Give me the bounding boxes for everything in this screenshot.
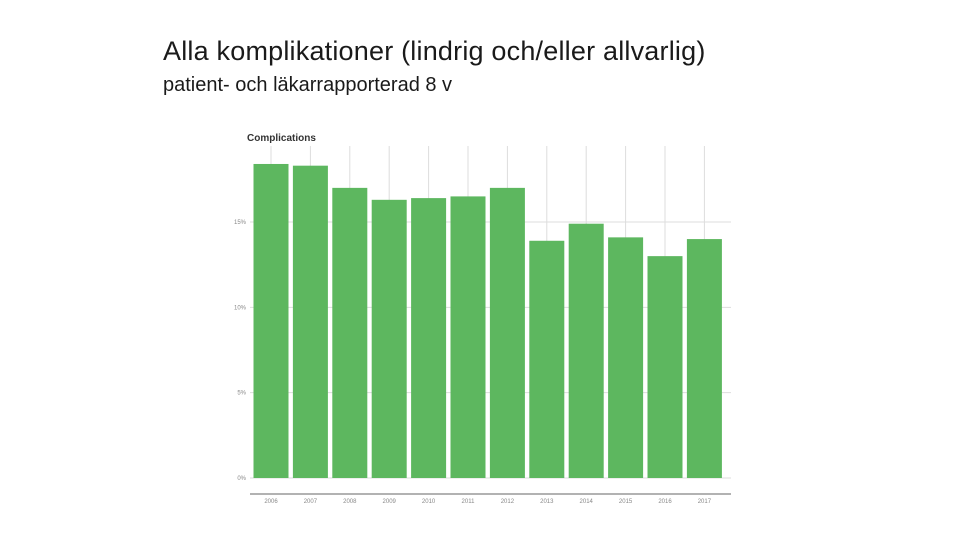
x-tick-label: 2009: [383, 499, 397, 505]
x-tick-label: 2011: [462, 499, 476, 505]
slide-title: Alla komplikationer (lindrig och/eller a…: [163, 36, 706, 66]
bar-2006: [253, 163, 289, 478]
x-tick-label: 2008: [343, 499, 357, 505]
bar-2011: [450, 196, 486, 478]
bar-2012: [489, 187, 525, 478]
bar-2014: [568, 223, 604, 478]
bar-2010: [411, 198, 447, 478]
x-tick-label: 2006: [264, 499, 278, 505]
x-tick-label: 2010: [422, 499, 436, 505]
x-tick-label: 2007: [304, 499, 318, 505]
x-tick-label: 2017: [698, 499, 712, 505]
x-tick-label: 2015: [619, 499, 633, 505]
y-tick-label: 5%: [237, 391, 246, 397]
chart-title: Complications: [247, 133, 316, 144]
y-tick-label: 0%: [237, 476, 246, 482]
bar-2007: [292, 165, 328, 478]
y-tick-label: 15%: [234, 220, 247, 226]
x-tick-label: 2016: [658, 499, 672, 505]
slide-subtitle: patient- och läkarrapporterad 8 v: [163, 74, 453, 96]
y-tick-label: 10%: [234, 305, 247, 311]
bar-2013: [529, 240, 565, 478]
x-tick-label: 2013: [540, 499, 554, 505]
bar-2009: [371, 199, 407, 478]
bar-2017: [686, 239, 722, 478]
x-tick-label: 2012: [501, 499, 515, 505]
bar-2015: [608, 237, 644, 478]
x-tick-label: 2014: [580, 499, 594, 505]
bar-2016: [647, 256, 683, 478]
bar-2008: [332, 187, 368, 478]
